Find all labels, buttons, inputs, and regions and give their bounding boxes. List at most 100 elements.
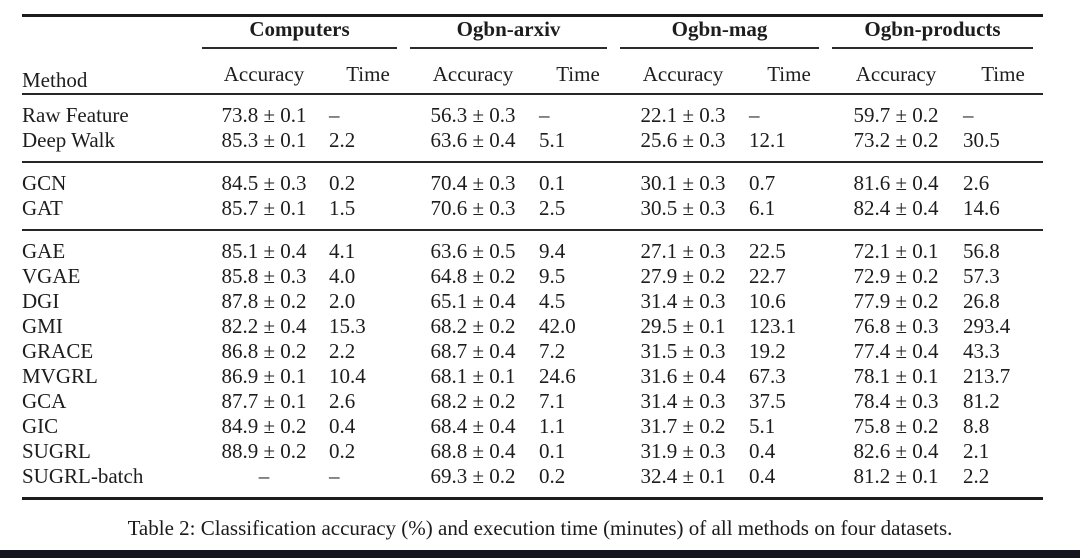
accuracy-cell: 30.5 ± 0.3 [640, 196, 726, 220]
time-cell: 2.6 [963, 171, 990, 195]
table-row: VGAE 85.8 ± 0.3 4.0 64.8 ± 0.2 9.5 27.9 ± 0.2… [22, 264, 1043, 289]
time-cell: 81.2 [963, 389, 1000, 413]
accuracy-cell: 81.2 ± 0.1 [853, 464, 939, 488]
accuracy-cell: 64.8 ± 0.2 [430, 264, 516, 288]
time-cell: 2.0 [329, 289, 356, 313]
method-cell: GCN [22, 171, 67, 195]
time-cell: 9.4 [539, 239, 566, 263]
time-cell: 4.0 [329, 264, 356, 288]
method-cell: GRACE [22, 339, 94, 363]
accuracy-cell: 75.8 ± 0.2 [853, 414, 939, 438]
accuracy-cell: 84.5 ± 0.3 [221, 171, 307, 195]
accuracy-cell: 68.2 ± 0.2 [430, 389, 516, 413]
sub-header-row: Accuracy Time Accuracy Time Accuracy Tim… [22, 49, 1043, 95]
time-column-header: Time [749, 49, 829, 95]
bottom-bar [0, 550, 1080, 558]
group-header-ogbn-products: Ogbn-products [829, 16, 1043, 49]
time-cell: 30.5 [963, 128, 1000, 152]
time-cell: 0.2 [539, 464, 566, 488]
time-cell: 293.4 [963, 314, 1011, 338]
method-cell: GAE [22, 239, 66, 263]
time-cell: 2.5 [539, 196, 566, 220]
time-cell: 24.6 [539, 364, 576, 388]
time-cell: 26.8 [963, 289, 1000, 313]
accuracy-cell: 87.7 ± 0.1 [221, 389, 307, 413]
accuracy-cell: 22.1 ± 0.3 [640, 103, 726, 127]
time-cell: 10.6 [749, 289, 786, 313]
time-column-header: Time [963, 49, 1043, 95]
method-cell: Deep Walk [22, 128, 115, 152]
time-cell: 2.6 [329, 389, 356, 413]
accuracy-cell: 78.4 ± 0.3 [853, 389, 939, 413]
table-row: GRACE 86.8 ± 0.2 2.2 68.7 ± 0.4 7.2 31.5 ± 0.… [22, 339, 1043, 364]
accuracy-cell: 68.7 ± 0.4 [430, 339, 516, 363]
table-row: GAT 85.7 ± 0.1 1.5 70.6 ± 0.3 2.5 30.5 ± 0.3 6… [22, 196, 1043, 230]
time-cell: 4.5 [539, 289, 566, 313]
group-label: Ogbn-mag [620, 17, 819, 49]
accuracy-cell: 73.8 ± 0.1 [221, 103, 307, 127]
accuracy-cell: 27.1 ± 0.3 [640, 239, 726, 263]
accuracy-cell: 31.7 ± 0.2 [640, 414, 726, 438]
table-row: GMI 82.2 ± 0.4 15.3 68.2 ± 0.2 42.0 29.5 ± 0.… [22, 314, 1043, 339]
time-cell: 1.1 [539, 414, 566, 438]
time-cell: 56.8 [963, 239, 1000, 263]
accuracy-cell: 63.6 ± 0.4 [430, 128, 516, 152]
table-row: DGI 87.8 ± 0.2 2.0 65.1 ± 0.4 4.5 31.4 ± 0.3 1… [22, 289, 1043, 314]
method-cell: GMI [22, 314, 63, 338]
time-cell: 7.2 [539, 339, 566, 363]
time-cell: 19.2 [749, 339, 786, 363]
method-column-header: Method [22, 15, 199, 95]
results-table: Method Computers Ogbn-arxiv Ogbn-mag Ogb… [22, 14, 1043, 500]
time-cell: 2.1 [963, 439, 990, 463]
group-label: Ogbn-products [832, 17, 1033, 49]
accuracy-cell: 82.2 ± 0.4 [221, 314, 307, 338]
accuracy-cell: 82.6 ± 0.4 [853, 439, 939, 463]
group-header-ogbn-arxiv: Ogbn-arxiv [407, 16, 617, 49]
time-cell: 15.3 [329, 314, 366, 338]
time-cell: – [329, 464, 340, 488]
time-cell: 9.5 [539, 264, 566, 288]
time-cell: 0.2 [329, 171, 356, 195]
method-cell: SUGRL-batch [22, 464, 144, 488]
group-label: Ogbn-arxiv [410, 17, 607, 49]
accuracy-cell: 68.1 ± 0.1 [430, 364, 516, 388]
accuracy-cell: 82.4 ± 0.4 [853, 196, 939, 220]
time-cell: 0.1 [539, 439, 566, 463]
accuracy-cell: 69.3 ± 0.2 [430, 464, 516, 488]
method-cell: Raw Feature [22, 103, 129, 127]
table-row: SUGRL 88.9 ± 0.2 0.2 68.8 ± 0.4 0.1 31.9 ± 0.… [22, 439, 1043, 464]
method-cell: DGI [22, 289, 60, 313]
time-cell: 0.2 [329, 439, 356, 463]
accuracy-cell: 31.4 ± 0.3 [640, 289, 726, 313]
time-cell: 6.1 [749, 196, 776, 220]
accuracy-cell: 88.9 ± 0.2 [221, 439, 307, 463]
time-cell: 0.4 [749, 439, 776, 463]
accuracy-cell: 68.8 ± 0.4 [430, 439, 516, 463]
time-cell: 5.1 [749, 414, 776, 438]
accuracy-cell: 56.3 ± 0.3 [430, 103, 516, 127]
time-cell: 10.4 [329, 364, 366, 388]
time-cell: 7.1 [539, 389, 566, 413]
table-row: MVGRL 86.9 ± 0.1 10.4 68.1 ± 0.1 24.6 31.6 ± … [22, 364, 1043, 389]
time-cell: 22.7 [749, 264, 786, 288]
time-cell: 8.8 [963, 414, 990, 438]
time-cell: 1.5 [329, 196, 356, 220]
accuracy-cell: 86.8 ± 0.2 [221, 339, 307, 363]
accuracy-column-header: Accuracy [199, 49, 329, 95]
accuracy-column-header: Accuracy [407, 49, 539, 95]
method-cell: SUGRL [22, 439, 91, 463]
time-cell: 43.3 [963, 339, 1000, 363]
accuracy-cell: 86.9 ± 0.1 [221, 364, 307, 388]
accuracy-cell: 31.9 ± 0.3 [640, 439, 726, 463]
group-header-row: Method Computers Ogbn-arxiv Ogbn-mag Ogb… [22, 15, 1043, 95]
time-cell: 2.2 [329, 339, 356, 363]
accuracy-cell: 72.1 ± 0.1 [853, 239, 939, 263]
accuracy-cell: 84.9 ± 0.2 [221, 414, 307, 438]
time-cell: – [329, 103, 340, 127]
table-section: Raw Feature 73.8 ± 0.1–56.3 ± 0.3–22.1 ± … [22, 94, 1043, 162]
table-row: SUGRL-batch – – 69.3 ± 0.2 0.2 32.4 ± 0.1 0.4 8… [22, 464, 1043, 499]
time-cell: 4.1 [329, 239, 356, 263]
accuracy-cell: 31.5 ± 0.3 [640, 339, 726, 363]
time-cell: 2.2 [329, 128, 356, 152]
